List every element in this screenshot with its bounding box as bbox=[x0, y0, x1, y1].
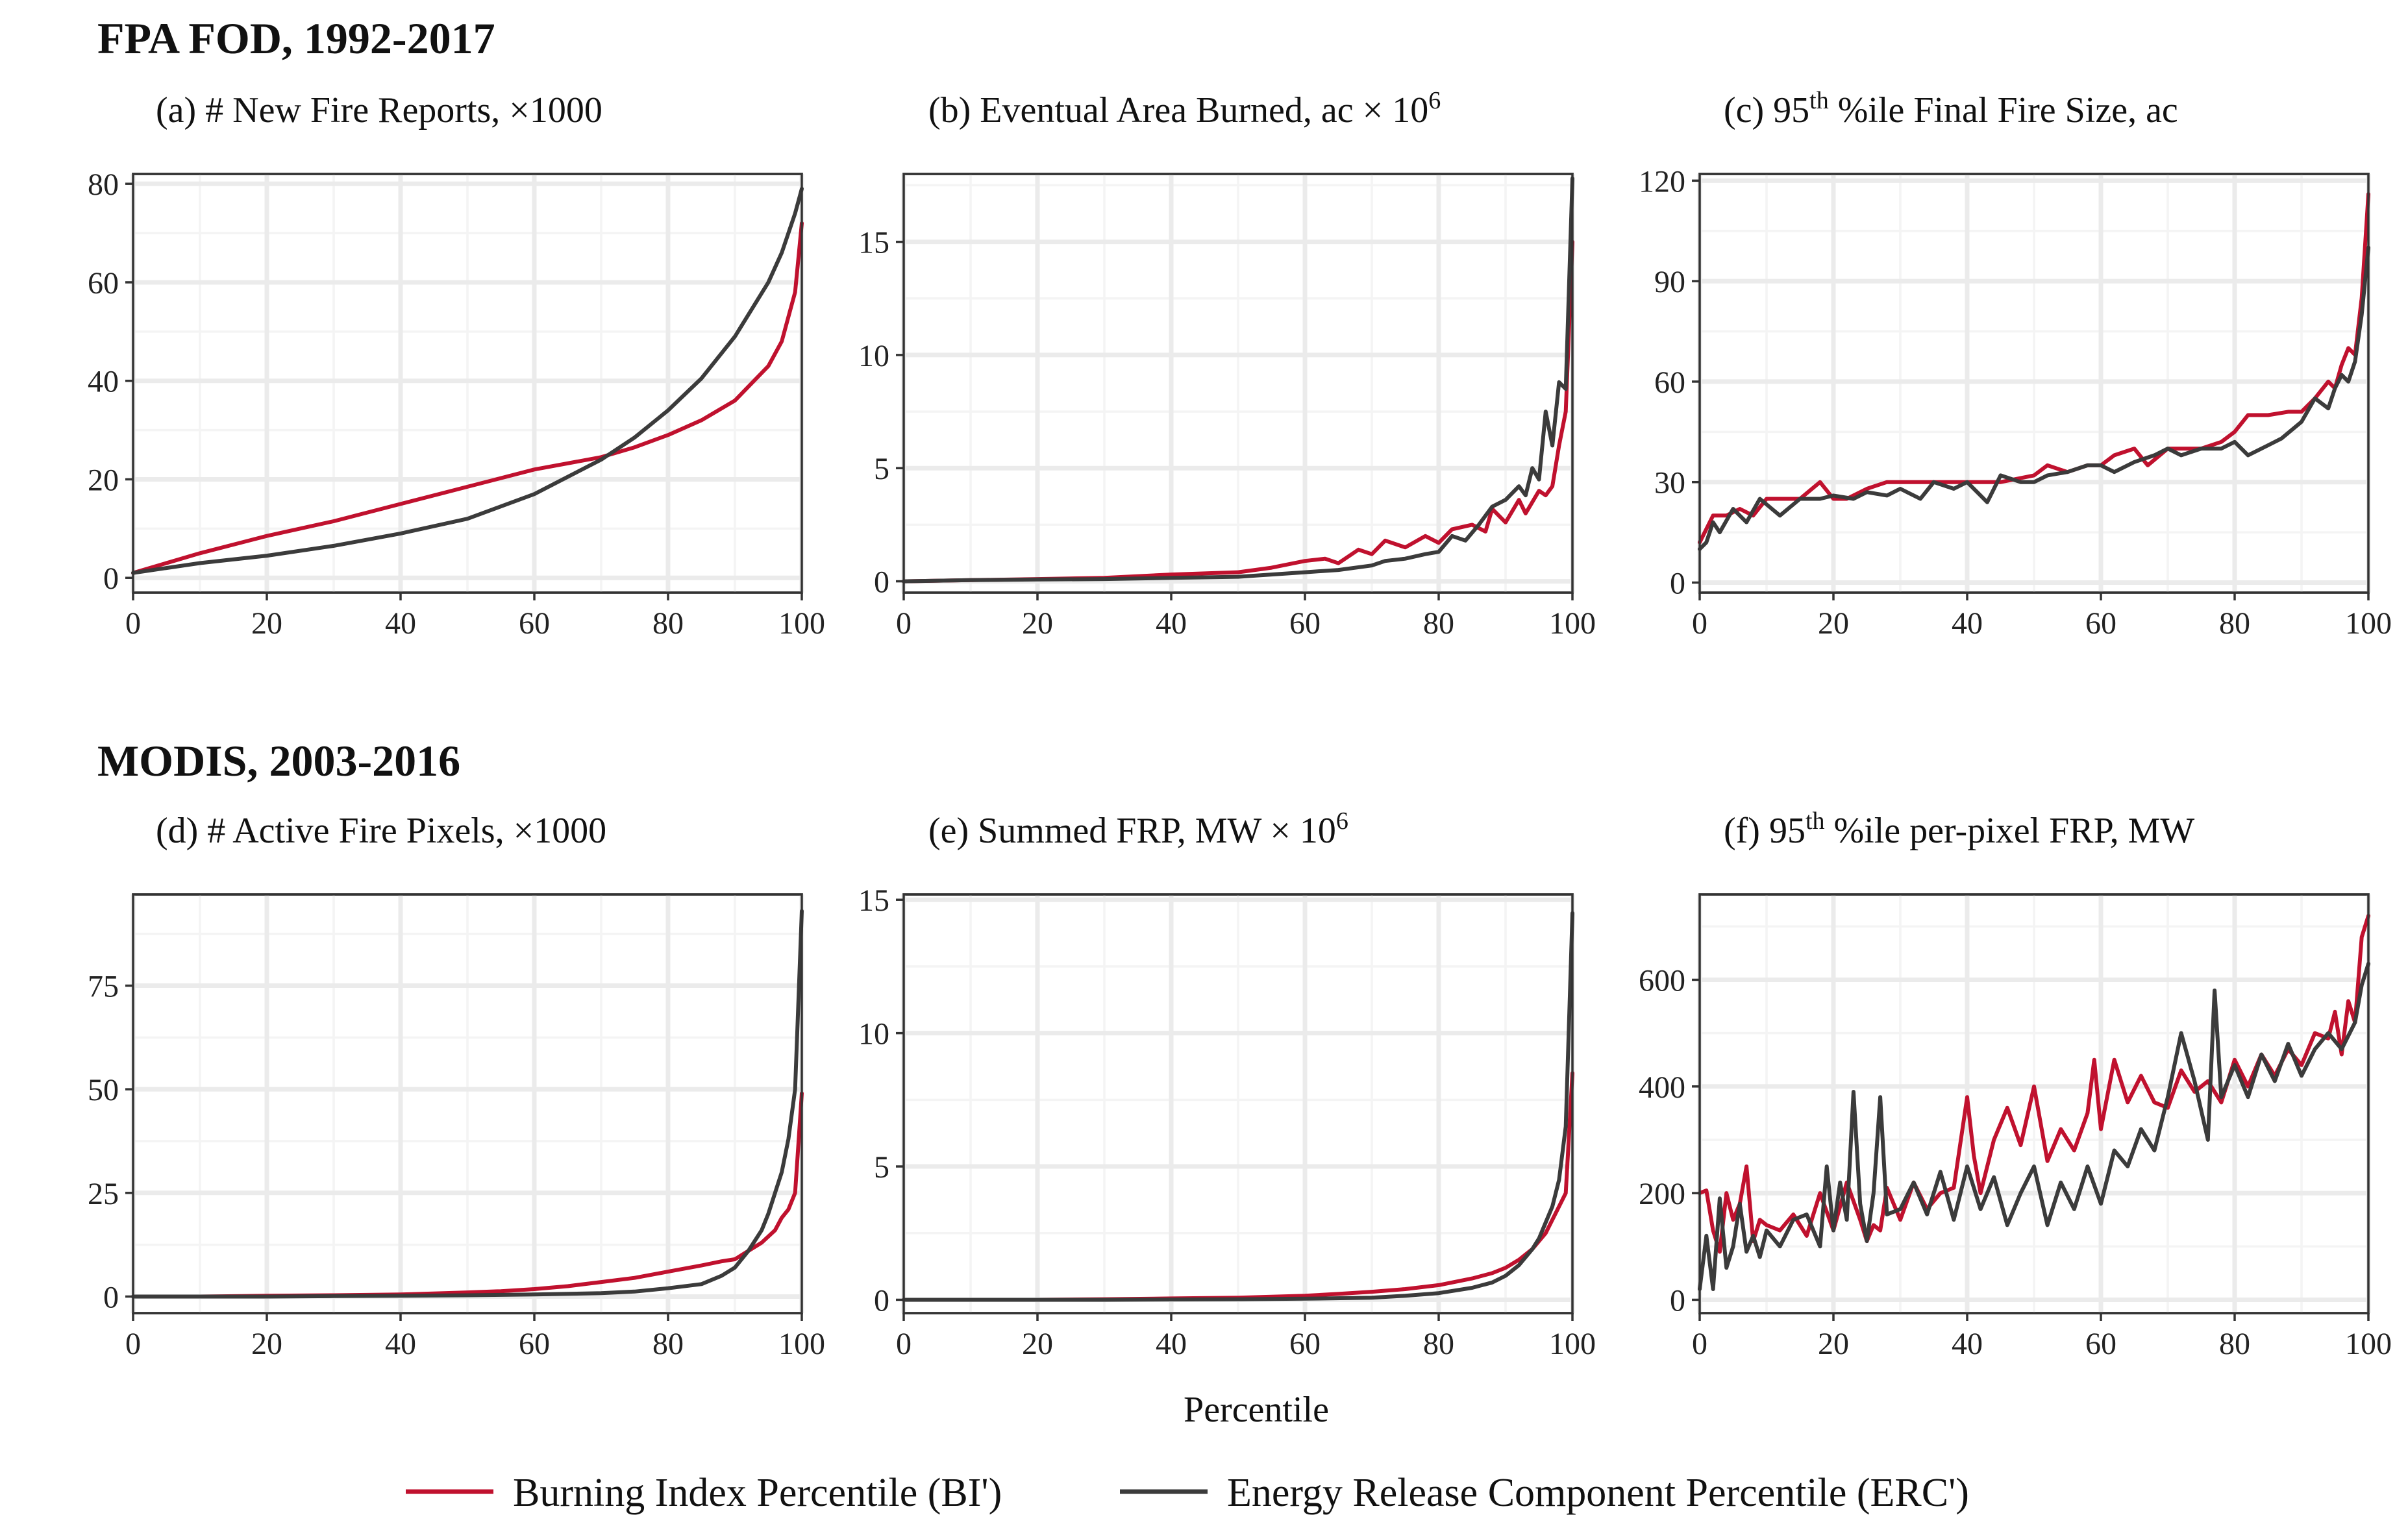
plot-border-a bbox=[132, 173, 803, 594]
plot-border-d bbox=[132, 893, 803, 1314]
x-tick-label: 0 bbox=[125, 606, 141, 641]
y-tick-label: 0 bbox=[1670, 1283, 1685, 1318]
y-tick-label: 120 bbox=[1639, 164, 1685, 199]
panel-d: (d) # Active Fire Pixels, ×1000 0 20 40 60 80… bbox=[88, 811, 825, 1361]
x-tick-label: 0 bbox=[1692, 606, 1707, 641]
panel-c: (c) 95th %ile Final Fire Size, ac 0 20 40 60… bbox=[1639, 87, 2392, 641]
legend: Burning Index Percentile (BI') Energy Re… bbox=[406, 1471, 1969, 1515]
x-tick-label: 100 bbox=[778, 606, 825, 641]
y-tick-label: 60 bbox=[88, 266, 119, 301]
x-tick-label: 100 bbox=[1549, 1327, 1596, 1361]
y-tick-label: 200 bbox=[1639, 1177, 1685, 1211]
panel-b: (b) Eventual Area Burned, ac × 106 0 20 40 6… bbox=[858, 87, 1596, 641]
x-tick-label: 80 bbox=[2219, 606, 2250, 641]
x-tick-label: 80 bbox=[1423, 606, 1454, 641]
series-line-bi bbox=[131, 221, 804, 575]
x-tick-label: 80 bbox=[652, 606, 684, 641]
y-tick-label: 5 bbox=[874, 452, 889, 486]
legend-label-erc: Energy Release Component Percentile (ERC… bbox=[1227, 1471, 1969, 1515]
x-tick-label: 100 bbox=[2345, 606, 2392, 641]
x-axis-title: Percentile bbox=[1184, 1390, 1329, 1430]
x-tick-label: 0 bbox=[125, 1327, 141, 1361]
x-tick-label: 60 bbox=[1289, 606, 1321, 641]
x-tick-label: 0 bbox=[896, 1327, 912, 1361]
y-tick-label: 30 bbox=[1654, 466, 1685, 500]
group-title-modis: MODIS, 2003-2016 bbox=[97, 736, 460, 785]
x-tick-label: 100 bbox=[1549, 606, 1596, 641]
x-tick-label: 40 bbox=[1952, 606, 1983, 641]
chart-panels: (a) # New Fire Reports, ×1000 0 20 40 60 80 10… bbox=[88, 87, 2392, 1361]
panel-title-d: (d) # Active Fire Pixels, ×1000 bbox=[156, 811, 606, 851]
y-tick-label: 50 bbox=[88, 1073, 119, 1107]
x-tick-label: 20 bbox=[251, 606, 282, 641]
y-tick-label: 40 bbox=[88, 365, 119, 399]
y-tick-label: 0 bbox=[874, 565, 889, 600]
x-tick-label: 40 bbox=[1156, 606, 1187, 641]
x-tick-label: 20 bbox=[1022, 1327, 1053, 1361]
series-line-erc bbox=[902, 911, 1574, 1302]
y-tick-label: 15 bbox=[858, 883, 889, 918]
y-tick-label: 600 bbox=[1639, 963, 1685, 998]
series-line-erc bbox=[902, 177, 1574, 584]
panel-e: (e) Summed FRP, MW × 106 0 20 40 60 80 100 0 5 10… bbox=[858, 807, 1596, 1361]
x-tick-label: 100 bbox=[2345, 1327, 2392, 1361]
plot-border-f bbox=[1698, 893, 2370, 1314]
x-tick-label: 60 bbox=[519, 606, 550, 641]
x-tick-label: 60 bbox=[1289, 1327, 1321, 1361]
x-tick-label: 60 bbox=[2085, 606, 2116, 641]
x-tick-label: 40 bbox=[385, 606, 416, 641]
x-tick-label: 40 bbox=[385, 1327, 416, 1361]
x-tick-label: 80 bbox=[1423, 1327, 1454, 1361]
plot-border-e bbox=[902, 893, 1574, 1314]
y-tick-label: 90 bbox=[1654, 265, 1685, 299]
y-tick-label: 0 bbox=[1670, 567, 1685, 601]
series-line-erc bbox=[1698, 245, 2370, 551]
series-line-erc bbox=[131, 909, 804, 1299]
x-tick-label: 100 bbox=[778, 1327, 825, 1361]
panel-title-f: (f) 95th %ile per-pixel FRP, MW bbox=[1724, 807, 2194, 851]
x-tick-label: 0 bbox=[896, 606, 912, 641]
legend-label-bi: Burning Index Percentile (BI') bbox=[513, 1471, 1002, 1515]
x-tick-label: 20 bbox=[1022, 606, 1053, 641]
y-tick-label: 0 bbox=[874, 1283, 889, 1318]
x-tick-label: 80 bbox=[652, 1327, 684, 1361]
x-tick-label: 40 bbox=[1156, 1327, 1187, 1361]
series-line-erc bbox=[1698, 961, 2370, 1291]
y-tick-label: 25 bbox=[88, 1177, 119, 1211]
y-tick-label: 10 bbox=[858, 1017, 889, 1052]
panel-title-e: (e) Summed FRP, MW × 106 bbox=[928, 807, 1348, 851]
plot-border-c bbox=[1698, 173, 2370, 594]
plot-border-b bbox=[902, 173, 1574, 594]
x-tick-label: 60 bbox=[2085, 1327, 2116, 1361]
x-tick-label: 20 bbox=[1818, 606, 1849, 641]
x-tick-label: 60 bbox=[519, 1327, 550, 1361]
x-tick-label: 0 bbox=[1692, 1327, 1707, 1361]
panel-title-c: (c) 95th %ile Final Fire Size, ac bbox=[1724, 87, 2178, 130]
panel-title-b: (b) Eventual Area Burned, ac × 106 bbox=[928, 87, 1441, 130]
y-tick-label: 15 bbox=[858, 226, 889, 260]
y-tick-label: 80 bbox=[88, 167, 119, 202]
group-title-fpa: FPA FOD, 1992-2017 bbox=[97, 14, 495, 63]
y-tick-label: 5 bbox=[874, 1150, 889, 1185]
series-line-bi bbox=[902, 240, 1574, 584]
y-tick-label: 0 bbox=[103, 561, 119, 596]
panel-f: (f) 95th %ile per-pixel FRP, MW 0 20 40 60 80… bbox=[1639, 807, 2392, 1361]
y-tick-label: 60 bbox=[1654, 365, 1685, 400]
x-tick-label: 40 bbox=[1952, 1327, 1983, 1361]
y-tick-label: 20 bbox=[88, 463, 119, 497]
series-line-erc bbox=[131, 186, 804, 575]
x-tick-label: 20 bbox=[1818, 1327, 1849, 1361]
panel-a: (a) # New Fire Reports, ×1000 0 20 40 60 80 10… bbox=[88, 90, 825, 641]
x-tick-label: 20 bbox=[251, 1327, 282, 1361]
y-tick-label: 75 bbox=[88, 969, 119, 1003]
y-tick-label: 10 bbox=[858, 339, 889, 373]
y-tick-label: 400 bbox=[1639, 1070, 1685, 1105]
panel-title-a: (a) # New Fire Reports, ×1000 bbox=[156, 90, 602, 130]
y-tick-label: 0 bbox=[103, 1280, 119, 1314]
x-tick-label: 80 bbox=[2219, 1327, 2250, 1361]
